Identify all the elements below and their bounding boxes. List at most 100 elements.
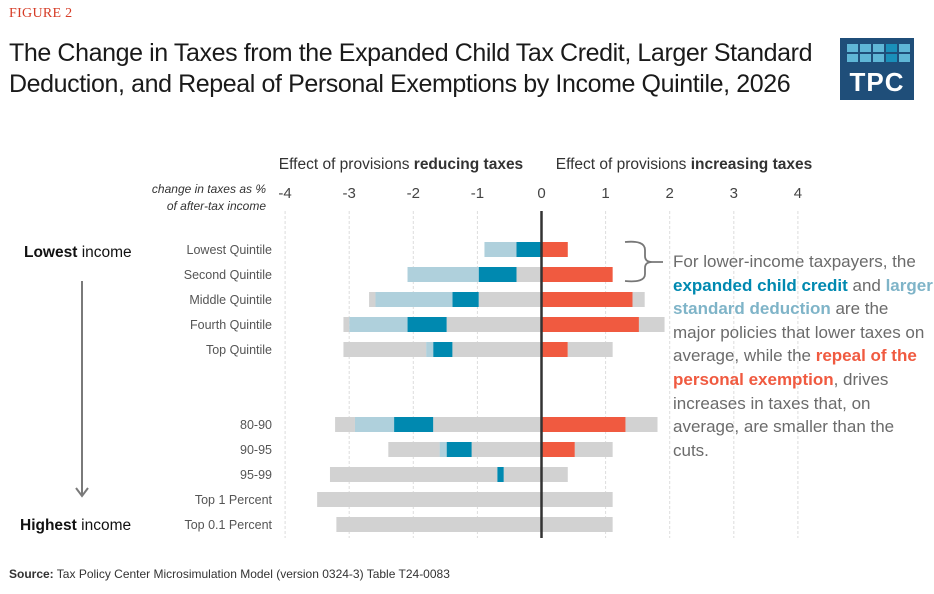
bar-gray-outer bbox=[335, 417, 355, 432]
bar-gray-outer bbox=[343, 317, 350, 332]
bar-gray-right bbox=[567, 342, 613, 357]
annotation-text: For lower-income taxpayers, the expanded… bbox=[673, 250, 933, 462]
logo-tile bbox=[873, 44, 884, 52]
bar-repeal-personal-exemption bbox=[541, 442, 575, 457]
category-labels: Lowest Quintile Second Quintile Middle Qui… bbox=[184, 243, 273, 532]
bar-larger-standard-deduction bbox=[426, 342, 434, 357]
logo-tile bbox=[860, 54, 871, 62]
bar-gray-inner bbox=[452, 342, 542, 357]
bar-gray-right bbox=[638, 317, 665, 332]
category-label: Lowest Quintile bbox=[187, 243, 273, 257]
tpc-logo: TPC bbox=[840, 38, 914, 100]
bar-larger-standard-deduction bbox=[375, 292, 453, 307]
source-text: Tax Policy Center Microsimulation Model … bbox=[53, 567, 450, 581]
x-tick-label: -4 bbox=[278, 185, 291, 202]
bar-expanded-child-credit bbox=[478, 267, 517, 282]
header-left-plain: Effect of provisions bbox=[279, 156, 414, 173]
bar-gray-inner bbox=[471, 442, 542, 457]
bar-gray-outer bbox=[317, 492, 542, 507]
bar-gray-outer bbox=[336, 517, 542, 532]
bar-gray-inner bbox=[478, 292, 542, 307]
bar-gray-outer bbox=[369, 292, 376, 307]
category-label: Second Quintile bbox=[184, 268, 272, 282]
gridlines bbox=[284, 211, 799, 538]
category-label: Fourth Quintile bbox=[190, 318, 272, 332]
x-tick-label: 0 bbox=[537, 185, 545, 202]
x-tick-label: -2 bbox=[407, 185, 420, 202]
x-tick-label: 4 bbox=[794, 185, 802, 202]
bar-expanded-child-credit bbox=[407, 317, 447, 332]
annotation-part: For lower-income taxpayers, the bbox=[673, 252, 916, 271]
bar-expanded-child-credit bbox=[433, 342, 453, 357]
header-reducing-taxes: Effect of provisions reducing taxes bbox=[279, 156, 523, 173]
bar-larger-standard-deduction bbox=[407, 267, 479, 282]
bar-expanded-child-credit bbox=[452, 292, 479, 307]
annotation-larger-standard-deduction: larger standard deduction bbox=[673, 275, 933, 319]
bar-repeal-personal-exemption bbox=[541, 342, 568, 357]
category-label: Middle Quintile bbox=[189, 293, 272, 307]
category-label: Top Quintile bbox=[206, 343, 272, 357]
chart-title: The Change in Taxes from the Expanded Ch… bbox=[9, 39, 813, 98]
category-label: 95-99 bbox=[240, 468, 272, 482]
header-increasing-taxes: Effect of provisions increasing taxes bbox=[556, 156, 812, 173]
x-tick-label: 2 bbox=[666, 185, 674, 202]
header-left-bold: reducing taxes bbox=[414, 156, 523, 173]
figure-label: FIGURE 2 bbox=[9, 6, 73, 21]
logo-tile bbox=[899, 44, 910, 52]
source-label: Source: bbox=[9, 567, 54, 581]
x-tick-label: 1 bbox=[601, 185, 609, 202]
bar-gray-outer bbox=[388, 442, 440, 457]
bar-expanded-child-credit bbox=[394, 417, 434, 432]
down-arrow-icon bbox=[75, 487, 89, 498]
bar-gray-right bbox=[625, 417, 658, 432]
source-note: Source: Tax Policy Center Microsimulatio… bbox=[9, 567, 450, 581]
bar-gray-right bbox=[541, 467, 568, 482]
lowest-income-bold: Lowest bbox=[24, 244, 77, 261]
lowest-income-rest: income bbox=[77, 244, 131, 261]
x-tick-labels: -4 -3 -2 -1 0 1 2 3 4 bbox=[278, 185, 802, 202]
bar-larger-standard-deduction bbox=[354, 417, 395, 432]
logo-tile bbox=[860, 44, 871, 52]
bar-repeal-personal-exemption bbox=[541, 242, 568, 257]
highest-income-rest: income bbox=[77, 517, 131, 534]
x-axis-label-line1: change in taxes as % bbox=[152, 182, 266, 196]
x-tick-label: 3 bbox=[730, 185, 738, 202]
category-label: 80-90 bbox=[240, 418, 272, 432]
x-axis-label-line2: of after-tax income bbox=[167, 199, 266, 213]
bar-repeal-personal-exemption bbox=[541, 417, 626, 432]
logo-text: TPC bbox=[849, 67, 905, 97]
logo-tile-grid bbox=[847, 44, 910, 62]
bar-larger-standard-deduction bbox=[484, 242, 517, 257]
logo-tile bbox=[873, 54, 884, 62]
bar-gray-inner bbox=[516, 267, 542, 282]
annotation-part: and bbox=[847, 275, 886, 295]
x-tick-label: -1 bbox=[471, 185, 484, 202]
category-label: Top 1 Percent bbox=[195, 493, 273, 507]
header-right-bold: increasing taxes bbox=[691, 156, 812, 173]
lowest-income-label: Lowest income bbox=[24, 244, 132, 261]
annotation-repeal-exemption: repeal of the personal exemption bbox=[673, 346, 917, 389]
category-label: Top 0.1 Percent bbox=[184, 518, 272, 532]
bar-repeal-personal-exemption bbox=[541, 267, 613, 282]
bar-repeal-personal-exemption bbox=[541, 292, 633, 307]
annotation-part: , drives increases in taxes that, on ave… bbox=[673, 369, 895, 460]
logo-tile bbox=[886, 44, 897, 52]
logo-tile bbox=[847, 44, 858, 52]
logo-tile bbox=[899, 54, 910, 62]
annotation-part: are the major policies that lower taxes … bbox=[673, 299, 925, 366]
bar-gray-right bbox=[541, 492, 613, 507]
bar-gray-outer bbox=[343, 342, 427, 357]
bar-expanded-child-credit bbox=[516, 242, 542, 257]
brace-icon bbox=[624, 240, 663, 283]
header-right-plain: Effect of provisions bbox=[556, 156, 691, 173]
bar-expanded-child-credit bbox=[497, 467, 504, 482]
bar-gray-inner bbox=[446, 317, 542, 332]
bar-repeal-personal-exemption bbox=[541, 317, 639, 332]
bar-gray-right bbox=[632, 292, 645, 307]
highest-income-bold: Highest bbox=[20, 517, 77, 534]
category-label: 90-95 bbox=[240, 443, 272, 457]
bar-gray-inner bbox=[433, 417, 542, 432]
bars bbox=[317, 242, 665, 532]
bar-expanded-child-credit bbox=[446, 442, 472, 457]
